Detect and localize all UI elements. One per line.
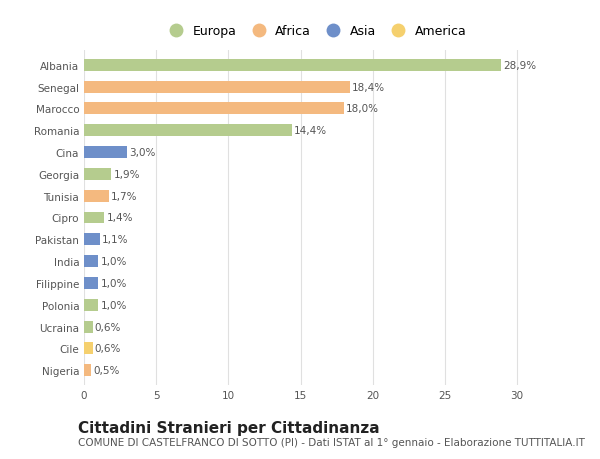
Text: 0,5%: 0,5% bbox=[94, 365, 120, 375]
Bar bbox=[84, 342, 92, 354]
Bar bbox=[84, 364, 91, 376]
Bar bbox=[84, 82, 350, 94]
Text: 1,4%: 1,4% bbox=[106, 213, 133, 223]
Bar bbox=[84, 299, 98, 311]
Bar bbox=[84, 212, 104, 224]
Bar bbox=[84, 125, 292, 137]
Text: 3,0%: 3,0% bbox=[130, 148, 156, 158]
Text: 1,0%: 1,0% bbox=[101, 257, 127, 267]
Text: 1,1%: 1,1% bbox=[102, 235, 128, 245]
Bar bbox=[84, 190, 109, 202]
Text: 28,9%: 28,9% bbox=[503, 61, 536, 71]
Bar bbox=[84, 147, 127, 159]
Legend: Europa, Africa, Asia, America: Europa, Africa, Asia, America bbox=[158, 20, 472, 43]
Text: 0,6%: 0,6% bbox=[95, 322, 121, 332]
Text: 1,0%: 1,0% bbox=[101, 300, 127, 310]
Bar bbox=[84, 277, 98, 289]
Bar bbox=[84, 103, 344, 115]
Text: 1,0%: 1,0% bbox=[101, 278, 127, 288]
Bar bbox=[84, 234, 100, 246]
Text: 14,4%: 14,4% bbox=[294, 126, 327, 136]
Text: 0,6%: 0,6% bbox=[95, 344, 121, 353]
Text: 18,4%: 18,4% bbox=[352, 83, 385, 92]
Text: COMUNE DI CASTELFRANCO DI SOTTO (PI) - Dati ISTAT al 1° gennaio - Elaborazione T: COMUNE DI CASTELFRANCO DI SOTTO (PI) - D… bbox=[78, 437, 585, 447]
Text: 1,7%: 1,7% bbox=[111, 191, 137, 201]
Text: 18,0%: 18,0% bbox=[346, 104, 379, 114]
Bar bbox=[84, 168, 112, 180]
Text: 1,9%: 1,9% bbox=[113, 169, 140, 179]
Bar bbox=[84, 321, 92, 333]
Bar bbox=[84, 256, 98, 268]
Text: Cittadini Stranieri per Cittadinanza: Cittadini Stranieri per Cittadinanza bbox=[78, 420, 380, 435]
Bar bbox=[84, 60, 501, 72]
